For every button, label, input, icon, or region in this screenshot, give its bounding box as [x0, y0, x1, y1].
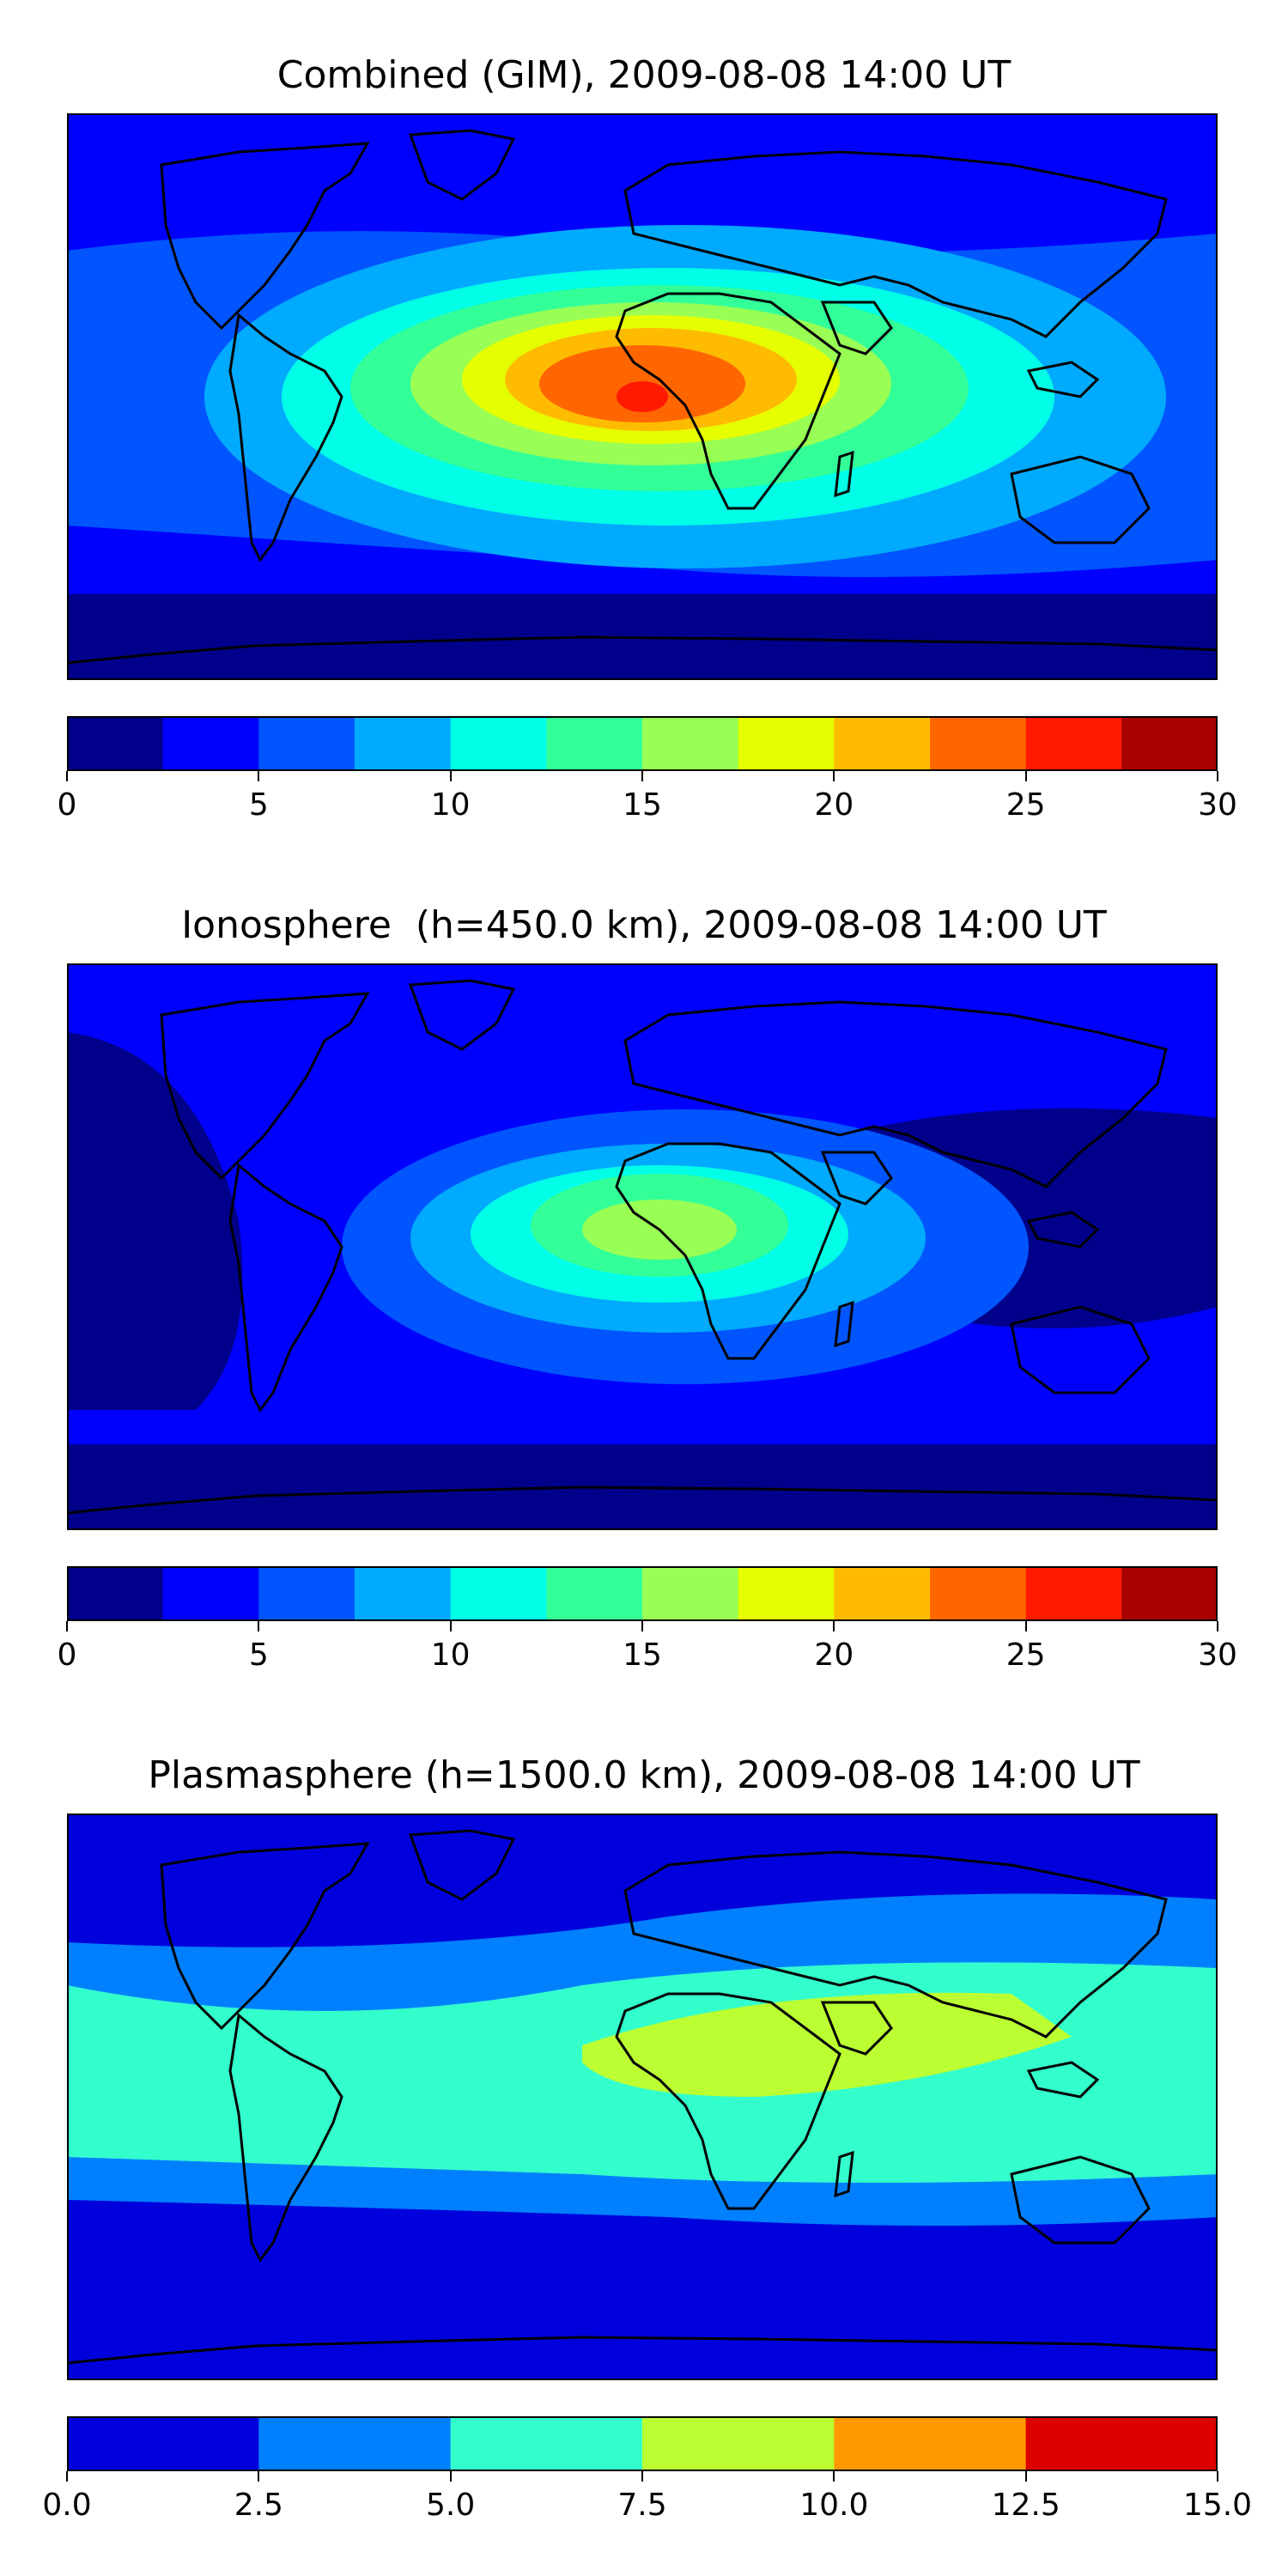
panel-3-colorbar — [67, 2416, 1218, 2471]
colorbar-tick-label: 0.0 — [42, 2488, 92, 2523]
panel-1-title: Combined (GIM), 2009-08-08 14:00 UT — [276, 53, 1012, 97]
colorbar-segment — [546, 716, 643, 771]
colorbar-tick — [258, 771, 260, 781]
panel-2-colorbar — [67, 1566, 1218, 1621]
colorbar-segment — [450, 2416, 643, 2471]
colorbar-frame — [67, 2416, 1218, 2471]
colorbar-tick — [449, 1621, 452, 1631]
colorbar-segment — [67, 1566, 164, 1621]
panel-2-map — [67, 963, 1218, 1530]
colorbar-tick-label: 0 — [57, 787, 77, 823]
colorbar-segment — [834, 1566, 931, 1621]
colorbar-tick — [449, 2471, 452, 2482]
colorbar-segment — [450, 1566, 547, 1621]
colorbar-tick — [641, 1621, 643, 1631]
colorbar-segment — [162, 1566, 259, 1621]
colorbar-segment — [355, 716, 452, 771]
colorbar-segment — [738, 1566, 835, 1621]
colorbar-segment — [162, 716, 259, 771]
colorbar-segment — [355, 1566, 452, 1621]
colorbar-segment — [67, 716, 164, 771]
colorbar-segment — [738, 716, 835, 771]
colorbar-segment — [930, 1566, 1027, 1621]
colorbar-frame — [67, 1566, 1218, 1621]
colorbar-segment — [1025, 2416, 1218, 2471]
colorbar-tick-label: 10 — [430, 787, 471, 823]
colorbar-tick — [1217, 771, 1218, 781]
colorbar-tick-label: 25 — [1005, 1637, 1046, 1673]
colorbar-tick — [66, 2471, 68, 2482]
colorbar-segment — [546, 1566, 643, 1621]
colorbar-tick — [258, 2471, 260, 2482]
colorbar-tick-label: 7.5 — [617, 2488, 667, 2523]
colorbar-tick — [833, 771, 835, 781]
colorbar-tick-label: 30 — [1198, 787, 1237, 823]
colorbar-tick — [1024, 1621, 1027, 1631]
colorbar-tick — [1217, 2471, 1218, 2482]
colorbar-tick-label: 0 — [57, 1637, 77, 1673]
panel-2-title: Ionosphere (h=450.0 km), 2009-08-08 14:0… — [181, 903, 1107, 947]
colorbar-tick — [1024, 2471, 1027, 2482]
colorbar-segment — [642, 716, 739, 771]
panel-3-colorbar-ticks: 0.0 2.5 5.0 7.5 10.0 12.5 15.0 — [42, 2471, 1252, 2523]
colorbar-tick-label: 10.0 — [799, 2488, 869, 2523]
colorbar-segment — [258, 2416, 452, 2471]
colorbar-tick — [66, 1621, 68, 1631]
colorbar-tick — [641, 2471, 643, 2482]
colorbar-tick-label: 20 — [814, 787, 854, 823]
colorbar-tick-label: 30 — [1198, 1637, 1237, 1673]
colorbar-frame — [67, 716, 1218, 771]
colorbar-segment — [67, 2416, 259, 2471]
colorbar-tick-label: 10 — [430, 1637, 471, 1673]
colorbar-segment — [834, 716, 931, 771]
colorbar-tick-label: 5 — [248, 1637, 269, 1673]
colorbar-tick — [449, 771, 452, 781]
colorbar-segment — [1121, 716, 1218, 771]
colorbar-tick-label: 15.0 — [1182, 2488, 1253, 2523]
colorbar-segment — [1025, 1566, 1122, 1621]
colorbar-segment — [930, 716, 1027, 771]
colorbar-tick-label: 5 — [248, 787, 269, 823]
colorbar-segment — [834, 2416, 1027, 2471]
colorbar-segment — [642, 2416, 835, 2471]
colorbar-tick-label: 12.5 — [991, 2488, 1060, 2523]
colorbar-tick — [258, 1621, 260, 1631]
colorbar-segment — [258, 1566, 355, 1621]
colorbar-segment — [642, 1566, 739, 1621]
colorbar-tick — [1217, 1621, 1218, 1631]
colorbar-tick — [66, 771, 68, 781]
panel-1-colorbar — [67, 716, 1218, 771]
colorbar-tick-label: 5.0 — [426, 2488, 476, 2523]
panel-1-colorbar-ticks: 0 5 10 15 20 25 30 — [58, 771, 1237, 823]
colorbar-tick — [833, 1621, 835, 1631]
colorbar-segment — [1121, 1566, 1218, 1621]
colorbar-tick-label: 15 — [623, 1637, 662, 1673]
colorbar-tick — [641, 771, 643, 781]
panel-2-colorbar-ticks: 0 5 10 15 20 25 30 — [58, 1621, 1237, 1673]
colorbar-tick — [1024, 771, 1027, 781]
colorbar-tick — [833, 2471, 835, 2482]
panel-3-title: Plasmasphere (h=1500.0 km), 2009-08-08 1… — [148, 1753, 1140, 1797]
colorbar-segment — [258, 716, 355, 771]
colorbar-segment — [450, 716, 547, 771]
colorbar-tick-label: 20 — [814, 1637, 854, 1673]
panel-1-map — [67, 113, 1218, 680]
colorbar-tick-label: 2.5 — [234, 2488, 283, 2523]
colorbar-segment — [1025, 716, 1122, 771]
colorbar-tick-label: 25 — [1005, 787, 1046, 823]
panel-3-map — [67, 1814, 1218, 2380]
colorbar-tick-label: 15 — [623, 787, 662, 823]
